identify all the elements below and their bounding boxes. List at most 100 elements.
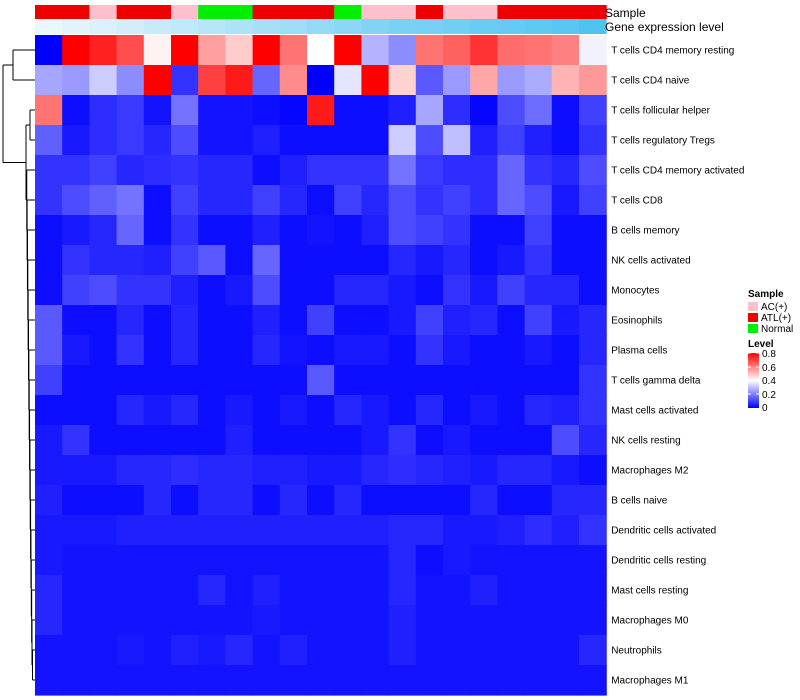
heatmap-cell — [62, 665, 90, 696]
legend-label-atl: ATL(+) — [761, 313, 791, 324]
heatmap-cell — [252, 545, 281, 576]
heatmap-cell — [252, 305, 281, 336]
heatmap-cell — [470, 245, 498, 276]
expression-annotation-cell — [198, 19, 226, 34]
heatmap-cell — [497, 395, 526, 426]
heatmap-cell — [361, 35, 390, 66]
heatmap-cell — [35, 665, 63, 696]
heatmap-cell — [361, 665, 390, 696]
expression-annotation-cell — [307, 19, 335, 34]
heatmap-cell — [171, 215, 199, 246]
heatmap-cell — [361, 155, 390, 186]
heatmap-cell — [143, 275, 172, 306]
heatmap-cell — [279, 65, 308, 96]
heatmap-cell — [307, 485, 335, 516]
heatmap-cell — [143, 185, 172, 216]
heatmap-cell — [497, 425, 526, 456]
heatmap-cell — [307, 425, 335, 456]
heatmap-cell — [415, 455, 444, 486]
heatmap-cell — [470, 155, 498, 186]
heatmap-cell — [116, 515, 145, 546]
heatmap-cell — [443, 185, 471, 216]
heatmap-cell — [116, 455, 145, 486]
expression-annotation-cell — [497, 19, 526, 34]
expression-annotation-cell — [551, 19, 580, 34]
heatmap-cell — [307, 35, 335, 66]
sample-annotation-cell — [443, 5, 471, 19]
heatmap-cell — [62, 545, 90, 576]
row-label: Monocytes — [611, 286, 659, 297]
heatmap-cell — [35, 455, 63, 486]
heatmap-cell — [171, 395, 199, 426]
heatmap-cell — [579, 365, 607, 396]
heatmap-cell — [35, 425, 63, 456]
heatmap-cell — [35, 65, 63, 96]
heatmap-cell — [143, 635, 172, 666]
heatmap-cell — [143, 485, 172, 516]
row-label: T cells CD8 — [611, 196, 663, 207]
heatmap-cell — [497, 635, 526, 666]
heatmap-cell — [279, 215, 308, 246]
legend-tick-0-4: 0.4 — [762, 376, 776, 387]
heatmap-cell — [198, 635, 226, 666]
heatmap-cell — [279, 335, 308, 366]
heatmap-cell — [89, 635, 118, 666]
heatmap-cell — [171, 605, 199, 636]
heatmap-cell — [89, 125, 118, 156]
expression-annotation-cell — [116, 19, 145, 34]
heatmap-cell — [334, 575, 362, 606]
heatmap-cell — [279, 245, 308, 276]
heatmap-cell — [415, 245, 444, 276]
heatmap-cell — [415, 95, 444, 126]
heatmap-cell — [198, 605, 226, 636]
heatmap-cell — [252, 65, 281, 96]
heatmap-cell — [89, 515, 118, 546]
heatmap-cell — [225, 395, 254, 426]
heatmap-cell — [415, 665, 444, 696]
heatmap-cell — [252, 125, 281, 156]
heatmap-cell — [470, 365, 498, 396]
heatmap-cell — [171, 455, 199, 486]
heatmap-cell — [388, 635, 417, 666]
sample-annotation-cell — [361, 5, 390, 19]
heatmap-cell — [198, 455, 226, 486]
heatmap-cell — [198, 215, 226, 246]
heatmap-cell — [497, 275, 526, 306]
heatmap-cell — [62, 95, 90, 126]
heatmap-cell — [225, 575, 254, 606]
heatmap-cell — [116, 485, 145, 516]
sample-annotation-cell — [171, 5, 199, 19]
heatmap-cell — [252, 365, 281, 396]
heatmap-cell — [171, 575, 199, 606]
heatmap-cell — [551, 305, 580, 336]
heatmap-cell — [225, 485, 254, 516]
heatmap-cell — [62, 245, 90, 276]
row-label: B cells naive — [611, 496, 668, 507]
heatmap-cell — [551, 155, 580, 186]
heatmap-cell — [361, 455, 390, 486]
heatmap-cell — [497, 335, 526, 366]
heatmap-cell — [524, 515, 553, 546]
heatmap-cell — [62, 395, 90, 426]
heatmap-cell — [443, 485, 471, 516]
expression-annotation-cell — [252, 19, 281, 34]
sample-annotation-cell — [89, 5, 118, 19]
heatmap-cell — [171, 425, 199, 456]
heatmap-cell — [415, 65, 444, 96]
heatmap-cell — [116, 395, 145, 426]
heatmap-cell — [35, 215, 63, 246]
heatmap-cell — [415, 35, 444, 66]
heatmap-cell — [198, 545, 226, 576]
heatmap-cell — [415, 125, 444, 156]
heatmap-cell — [361, 215, 390, 246]
sample-annotation-cell — [334, 5, 362, 19]
expression-annotation-cell — [89, 19, 118, 34]
heatmap-cell — [171, 35, 199, 66]
heatmap-cell — [225, 215, 254, 246]
sample-annotation-cell — [35, 5, 63, 19]
heatmap-cell — [143, 335, 172, 366]
heatmap-cell — [415, 365, 444, 396]
heatmap-cell — [35, 545, 63, 576]
heatmap-cell — [252, 35, 281, 66]
heatmap-cell — [388, 335, 417, 366]
